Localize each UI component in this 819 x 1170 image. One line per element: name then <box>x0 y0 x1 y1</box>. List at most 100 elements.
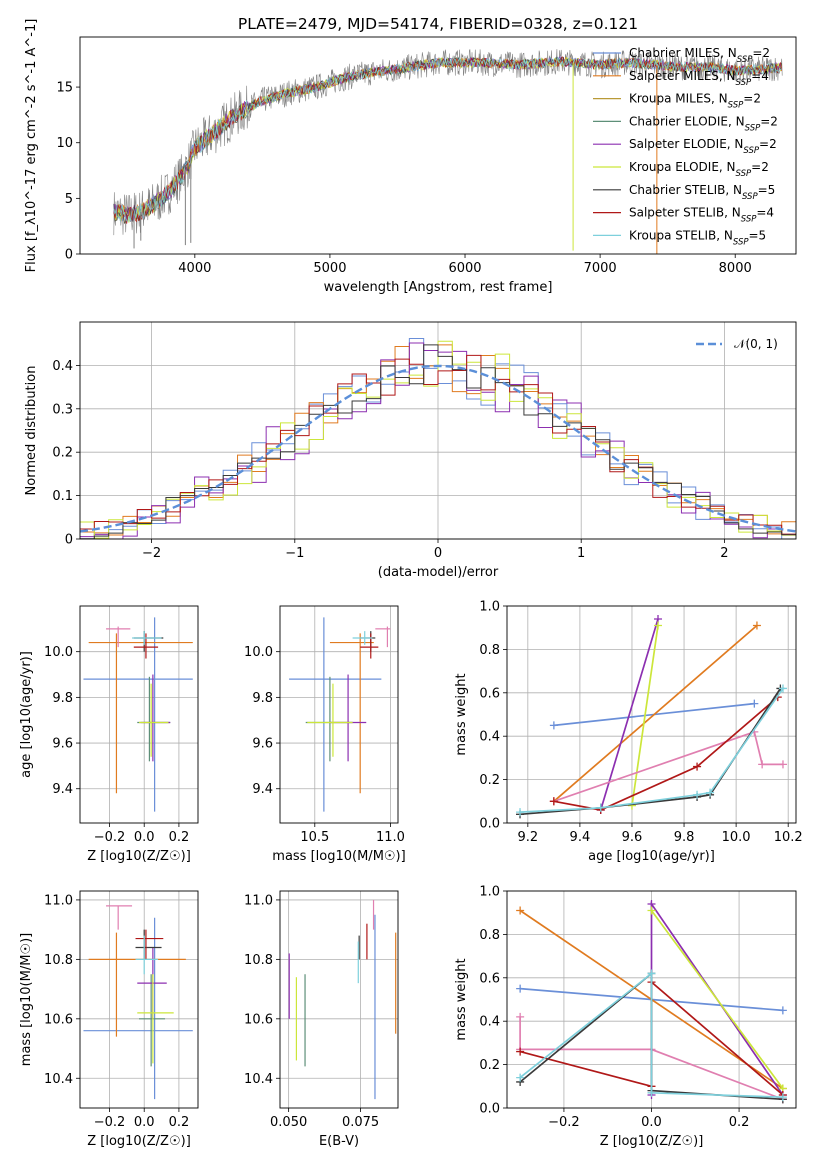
weight_vs_age-frame <box>506 605 797 824</box>
weight-line-7 <box>519 688 784 813</box>
y-tick-label: 0 <box>65 248 73 263</box>
y-tick-label: 10.6 <box>244 1012 273 1027</box>
y-tick-label: 0.2 <box>52 446 73 461</box>
y-axis-label: mass weight <box>454 673 469 755</box>
legend-value: =4 <box>756 206 774 220</box>
weight-line-4 <box>553 730 783 803</box>
x-axis-label: wavelength [Angstrom, rest frame] <box>324 280 553 295</box>
age_vs_mass-frame <box>279 605 399 824</box>
gaussian-legend-label: 𝒩(0, 1) <box>734 337 778 351</box>
x-tick-label: 9.6 <box>622 830 643 845</box>
weight-line-3 <box>631 625 659 806</box>
x-tick-label: −0.2 <box>94 830 126 845</box>
x-tick-label: 0.0 <box>641 1115 662 1130</box>
mass_vs_EBV-points <box>288 899 397 1100</box>
weight-marker <box>758 760 767 769</box>
weight-marker <box>778 1093 787 1102</box>
weight-marker <box>693 790 702 799</box>
y-axis-label: Flux [f_λ10^-17 erg cm^-2 s^-1 A^-1] <box>24 19 39 273</box>
x-axis-label: (data-model)/error <box>378 565 499 580</box>
x-tick-label: −0.2 <box>548 1115 580 1130</box>
x-tick-label: 0 <box>434 546 442 561</box>
y-axis-label: Normed distribution <box>24 366 39 496</box>
weight-marker <box>750 699 759 708</box>
y-tick-label: 0.4 <box>479 1015 500 1030</box>
x-tick-label: 8000 <box>719 261 752 276</box>
x-axis-label: Z [log10(Z/Z☉)] <box>87 849 191 864</box>
weight-marker <box>647 906 656 915</box>
y-tick-label: 1.0 <box>479 600 500 615</box>
x-tick-label: 0.0 <box>134 830 155 845</box>
weight-line-7 <box>519 971 783 1099</box>
mass_vs_EBV-frame <box>279 890 399 1109</box>
x-tick-label: 0.0 <box>134 1115 155 1130</box>
legend-value: =4 <box>751 69 769 83</box>
weight-marker <box>549 797 558 806</box>
x-tick-label: 11.0 <box>376 830 405 845</box>
mass_vs_EBV-axes: 0.050 0.075 10.4 10.6 10.8 11.0 E(B-V) <box>244 891 398 1149</box>
spectrum-data-line <box>113 49 783 236</box>
legend-subscript: SSP <box>741 215 757 225</box>
weight-marker <box>778 760 787 769</box>
histogram-series-3 <box>80 340 796 539</box>
y-tick-label: 1.0 <box>479 885 500 900</box>
y-tick-label: 10.6 <box>44 1012 73 1027</box>
y-axis-label: age [log10(age/yr)] <box>19 651 34 778</box>
weight-marker <box>647 1088 656 1097</box>
weight-line-6 <box>519 688 782 816</box>
weight-marker <box>516 1073 525 1082</box>
weight-marker <box>516 1047 525 1056</box>
legend-label: Kroupa MILES, NSSP=2 <box>629 92 761 111</box>
x-tick-label: 4000 <box>178 261 211 276</box>
weight-marker <box>516 808 525 817</box>
x-tick-label: 0.050 <box>270 1115 307 1130</box>
legend-subscript: SSP <box>736 78 752 88</box>
legend-value: =2 <box>759 137 777 151</box>
y-tick-label: 0.2 <box>479 773 500 788</box>
weight-marker <box>596 803 605 812</box>
weight-marker <box>516 1012 525 1021</box>
age_vs_Z-axes: −0.2 0.0 0.2 9.4 9.6 9.8 10.0 Z [log10(Z/Z☉)] ag… <box>19 606 198 864</box>
spectrum-frame <box>79 36 797 255</box>
legend-value: =2 <box>743 92 761 106</box>
legend-value: =2 <box>751 160 769 174</box>
legend-label: Chabrier ELODIE, NSSP=2 <box>629 114 778 133</box>
x-axis-label: Z [log10(Z/Z☉)] <box>600 1134 704 1149</box>
x-tick-label: 9.2 <box>517 830 538 845</box>
legend-subscript: SSP <box>737 55 753 65</box>
spectrum-model-line-5 <box>113 56 783 223</box>
weight-line-5 <box>553 696 779 811</box>
age_vs_Z-frame <box>79 605 199 824</box>
y-tick-label: 9.8 <box>252 691 273 706</box>
x-tick-label: −0.2 <box>94 1115 126 1130</box>
y-tick-label: 10 <box>56 136 73 151</box>
legend-value: =2 <box>760 114 778 128</box>
x-tick-label: 6000 <box>448 261 481 276</box>
y-tick-label: 11.0 <box>44 893 73 908</box>
legend-label: Kroupa ELODIE, NSSP=2 <box>629 160 769 179</box>
y-tick-label: 0.2 <box>479 1058 500 1073</box>
x-tick-label: 1 <box>577 546 585 561</box>
weight-marker <box>516 906 525 915</box>
x-tick-label: 2 <box>720 546 728 561</box>
y-tick-label: 10.4 <box>244 1072 273 1087</box>
residuals-frame <box>79 321 797 540</box>
x-tick-label: 0.075 <box>342 1115 379 1130</box>
y-tick-label: 0.0 <box>479 817 500 832</box>
y-tick-label: 9.4 <box>52 782 73 797</box>
weight_vs_Z-lines <box>516 900 787 1104</box>
x-tick-label: −2 <box>142 546 161 561</box>
legend-subscript: SSP <box>736 169 752 179</box>
x-tick-label: −1 <box>285 546 304 561</box>
weight-marker <box>778 1006 787 1015</box>
y-tick-label: 10.8 <box>44 953 73 968</box>
age_vs_mass-points <box>289 617 391 812</box>
y-tick-label: 0.4 <box>479 730 500 745</box>
x-axis-label: Z [log10(Z/Z☉)] <box>87 1134 191 1149</box>
weight-marker <box>516 984 525 993</box>
x-tick-label: 7000 <box>584 261 617 276</box>
gaussian-curve <box>80 364 796 533</box>
